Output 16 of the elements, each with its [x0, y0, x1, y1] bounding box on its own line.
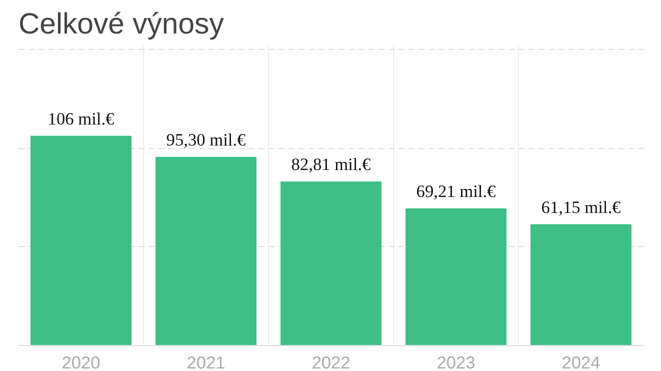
chart-title: Celkové výnosy: [18, 8, 224, 40]
data-label: 69,21 mil.€: [416, 182, 496, 201]
data-label: 61,15 mil.€: [541, 198, 622, 217]
x-tick-label: 2022: [312, 352, 350, 371]
x-tick-label: 2024: [562, 352, 601, 371]
data-label: 95,30 mil.€: [166, 130, 246, 150]
x-tick-label: 2021: [186, 352, 226, 371]
bar: [30, 136, 132, 346]
bar: [530, 224, 632, 346]
bar: [156, 156, 256, 346]
bar: [406, 208, 506, 346]
bar: [280, 182, 382, 346]
x-tick-label: 2020: [62, 352, 100, 371]
x-tick-label: 2023: [436, 352, 476, 371]
data-label: 82,81 mil.€: [291, 155, 372, 174]
data-label: 106 mil.€: [48, 109, 115, 128]
